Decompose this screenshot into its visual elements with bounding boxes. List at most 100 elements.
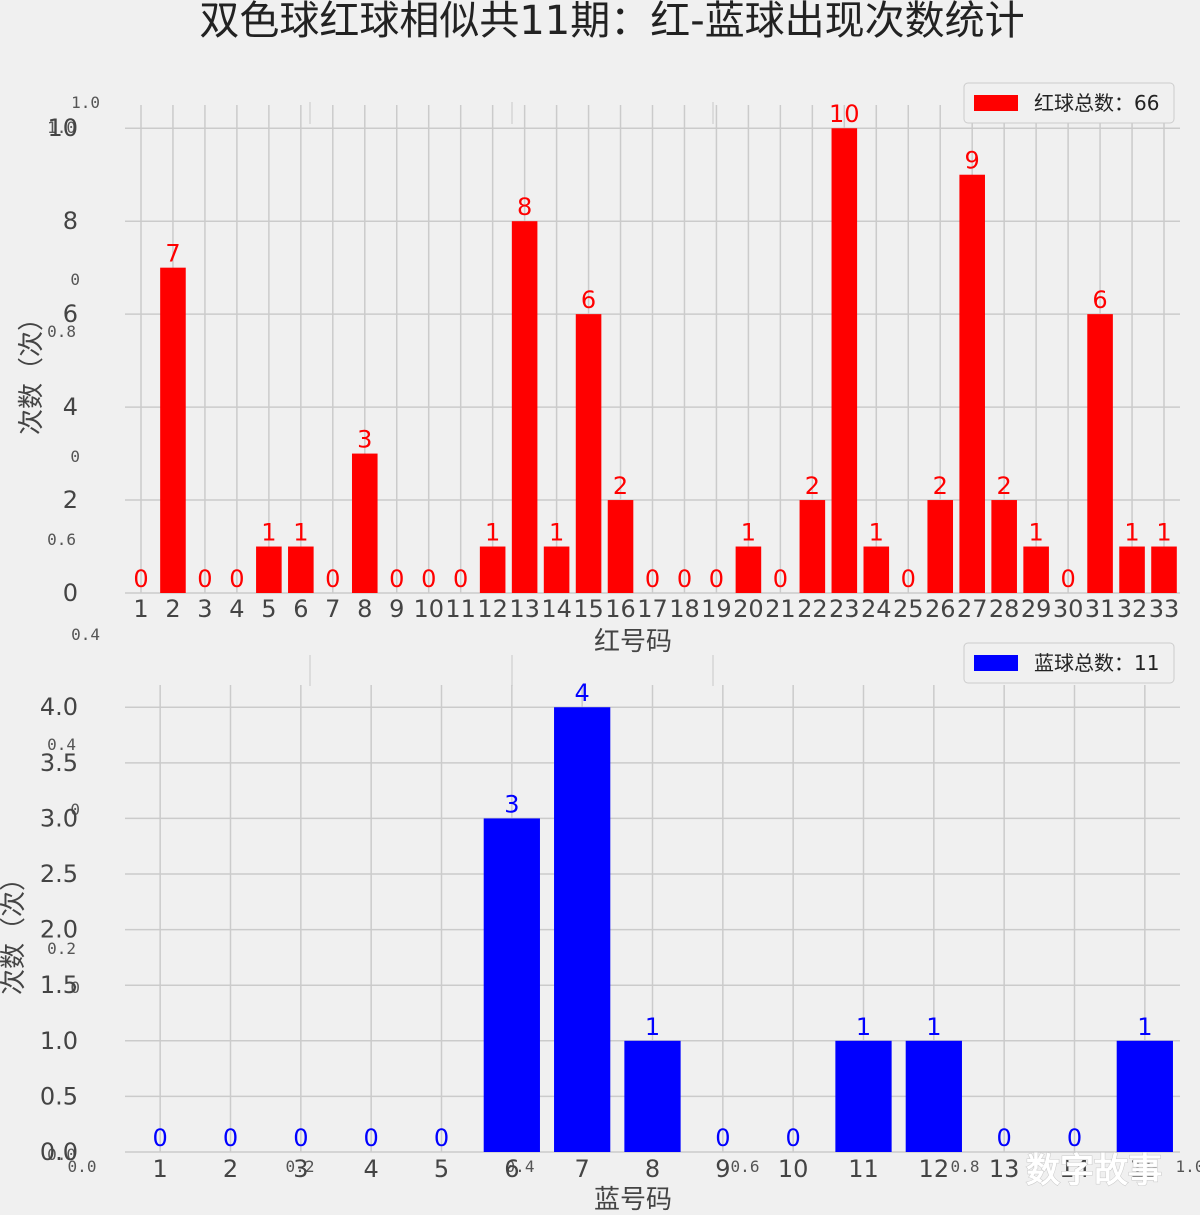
red-x-tick-label: 14 bbox=[541, 595, 572, 623]
blue-x-tick-label: 9 bbox=[715, 1155, 730, 1183]
red-bar-value-label: 1 bbox=[1028, 519, 1043, 547]
red-bar bbox=[1087, 314, 1113, 593]
blue-chart-x-axis-label: 蓝号码 bbox=[594, 1185, 672, 1215]
ghost-y-tick-label: 0 bbox=[70, 978, 80, 997]
blue-bar bbox=[1116, 1040, 1173, 1152]
blue-x-tick-label: 15 bbox=[1130, 1155, 1161, 1183]
ghost-y-tick-label: 0.2 bbox=[47, 939, 76, 958]
red-x-tick-label: 10 bbox=[413, 595, 444, 623]
red-bar-value-label: 0 bbox=[389, 565, 404, 593]
chart-title: 双色球红球相似共11期：红-蓝球出现次数统计 bbox=[199, 0, 1024, 44]
red-bar bbox=[735, 546, 762, 593]
red-x-tick-label: 19 bbox=[701, 595, 732, 623]
blue-chart-value-labels: 0 0 0 0 0 3 4 1 0 0 1 1 0 0 1 bbox=[153, 679, 1153, 1152]
red-x-tick-label: 18 bbox=[669, 595, 700, 623]
ghost-y-tick-label: 0.0 bbox=[47, 1145, 76, 1164]
red-chart-legend: 红球总数：66 bbox=[963, 82, 1175, 124]
red-bar-value-label: 1 bbox=[549, 519, 564, 547]
blue-bar-value-label: 0 bbox=[434, 1124, 449, 1152]
red-bar bbox=[1119, 546, 1145, 593]
red-x-tick-label: 4 bbox=[229, 595, 244, 623]
blue-y-tick-label: 1.5 bbox=[40, 971, 78, 999]
blue-bar-value-label: 0 bbox=[153, 1124, 168, 1152]
red-y-tick-label: 0 bbox=[63, 579, 78, 607]
red-bar-value-label: 0 bbox=[773, 565, 788, 593]
red-bar bbox=[607, 500, 634, 593]
red-bar-value-label: 2 bbox=[997, 472, 1012, 500]
red-x-tick-label: 22 bbox=[797, 595, 828, 623]
red-bar-value-label: 6 bbox=[581, 286, 596, 314]
red-bar-value-label: 7 bbox=[165, 240, 180, 268]
red-y-tick-label: 2 bbox=[63, 486, 78, 514]
red-bar-value-label: 1 bbox=[741, 519, 756, 547]
red-x-tick-label: 29 bbox=[1021, 595, 1052, 623]
red-bar bbox=[991, 500, 1017, 593]
ghost-y-tick-label: 0 bbox=[70, 270, 80, 289]
ghost-y-tick-label: 0 bbox=[70, 800, 80, 819]
red-bar-value-label: 0 bbox=[901, 565, 916, 593]
red-bar-value-label: 0 bbox=[229, 565, 244, 593]
blue-y-tick-label: 2.0 bbox=[40, 916, 78, 944]
red-chart-x-axis-label: 红号码 bbox=[594, 627, 672, 657]
red-bar-value-label: 2 bbox=[805, 472, 820, 500]
red-bar-value-label: 0 bbox=[421, 565, 436, 593]
red-legend-swatch bbox=[974, 95, 1018, 111]
red-bar-value-label: 1 bbox=[869, 519, 884, 547]
blue-y-tick-label: 0.0 bbox=[40, 1138, 78, 1166]
red-bar bbox=[1151, 546, 1177, 593]
red-bar bbox=[863, 546, 890, 593]
red-x-tick-label: 3 bbox=[197, 595, 212, 623]
blue-y-tick-label: 2.5 bbox=[40, 860, 78, 888]
blue-bar-value-label: 0 bbox=[223, 1124, 238, 1152]
blue-y-tick-label: 0.5 bbox=[40, 1082, 78, 1110]
red-x-tick-label: 8 bbox=[357, 595, 372, 623]
ghost-x-tick-label: 0.4 bbox=[506, 1157, 535, 1176]
blue-x-tick-label: 11 bbox=[848, 1155, 879, 1183]
blue-bar-value-label: 0 bbox=[786, 1124, 801, 1152]
ghost-x-tick-label: 1.0 bbox=[1176, 1157, 1200, 1176]
red-bar-value-label: 9 bbox=[965, 147, 980, 175]
red-x-tick-label: 27 bbox=[957, 595, 988, 623]
red-bar-value-label: 0 bbox=[645, 565, 660, 593]
red-bar-value-label: 1 bbox=[1156, 519, 1171, 547]
red-bar-value-label: 3 bbox=[357, 426, 372, 454]
red-bar-value-label: 0 bbox=[709, 565, 724, 593]
red-y-tick-label: 6 bbox=[63, 300, 78, 328]
blue-bar bbox=[905, 1040, 962, 1152]
red-x-tick-label: 11 bbox=[445, 595, 476, 623]
ghost-y-tick-label: 0 bbox=[70, 447, 80, 466]
red-x-tick-label: 30 bbox=[1053, 595, 1084, 623]
red-legend-box bbox=[963, 82, 1175, 124]
red-bar bbox=[927, 500, 954, 593]
red-x-tick-label: 7 bbox=[325, 595, 340, 623]
ghost-y-tick-label: 1.0 bbox=[71, 93, 100, 112]
blue-x-tick-label: 8 bbox=[645, 1155, 660, 1183]
blue-bar-value-label: 0 bbox=[997, 1124, 1012, 1152]
red-x-tick-label: 1 bbox=[133, 595, 148, 623]
red-x-tick-label: 24 bbox=[861, 595, 892, 623]
red-bar-value-label: 0 bbox=[453, 565, 468, 593]
red-bar-value-label: 1 bbox=[293, 519, 308, 547]
blue-bar-value-label: 1 bbox=[926, 1013, 941, 1041]
red-bar bbox=[543, 546, 570, 593]
blue-bar-value-label: 3 bbox=[504, 790, 519, 818]
red-x-tick-label: 31 bbox=[1085, 595, 1116, 623]
red-bar-value-label: 0 bbox=[1060, 565, 1075, 593]
blue-x-tick-label: 1 bbox=[153, 1155, 168, 1183]
blue-bar-value-label: 1 bbox=[856, 1013, 871, 1041]
red-x-tick-label: 6 bbox=[293, 595, 308, 623]
red-bar bbox=[831, 128, 858, 593]
red-x-tick-label: 17 bbox=[637, 595, 668, 623]
blue-x-tick-label: 3 bbox=[293, 1155, 308, 1183]
ghost-axis-layer: 1.0 1.0 0 0.8 0 0.6 0.4 0.4 0 0.2 0 0.00.0 0.2 0.4 0.6… bbox=[47, 93, 1200, 1176]
red-x-tick-label: 32 bbox=[1117, 595, 1148, 623]
ghost-y-tick-label: 1.0 bbox=[47, 118, 76, 137]
red-x-tick-label: 33 bbox=[1149, 595, 1180, 623]
red-x-tick-label: 25 bbox=[893, 595, 924, 623]
red-bar-value-label: 8 bbox=[517, 193, 532, 221]
red-bar bbox=[351, 453, 378, 593]
